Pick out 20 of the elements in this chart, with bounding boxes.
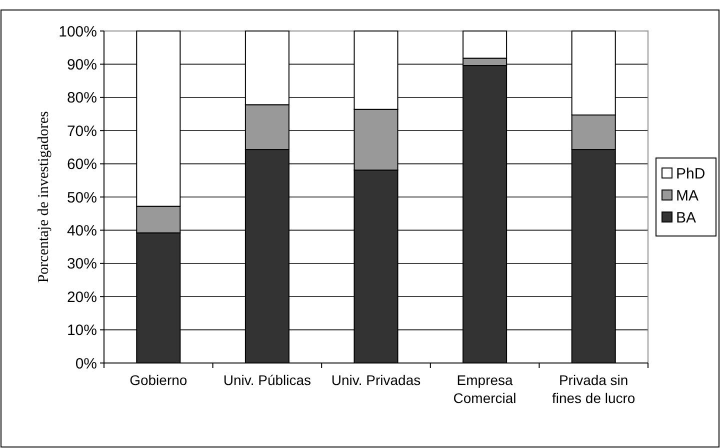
y-tick-label: 80% — [66, 90, 97, 107]
y-tick-label: 0% — [75, 355, 97, 372]
x-tick-label: Gobierno — [130, 372, 188, 388]
x-tick-label: Empresa Comercial — [453, 372, 516, 406]
legend-label: BA — [676, 209, 696, 226]
y-tick-label: 20% — [66, 288, 97, 306]
y-tick-label: 30% — [66, 256, 97, 273]
y-tick-label: 10% — [66, 322, 97, 340]
x-tick-label: Univ. Privadas — [331, 372, 421, 388]
legend-label: MA — [676, 187, 698, 204]
y-tick-label: 100% — [58, 23, 97, 40]
y-tick-label: 90% — [66, 56, 97, 74]
legend-label: PhD — [676, 165, 706, 182]
y-tick-label: 50% — [66, 189, 97, 206]
x-tick-label: Univ. Públicas — [223, 372, 312, 388]
y-tick-label: 60% — [66, 156, 97, 174]
x-tick-label: Privada sin fines de lucro — [552, 372, 636, 406]
y-axis-title: Porcentaje de investigadores — [36, 111, 52, 283]
y-tick-label: 70% — [66, 122, 97, 140]
y-tick-label: 40% — [66, 222, 97, 240]
